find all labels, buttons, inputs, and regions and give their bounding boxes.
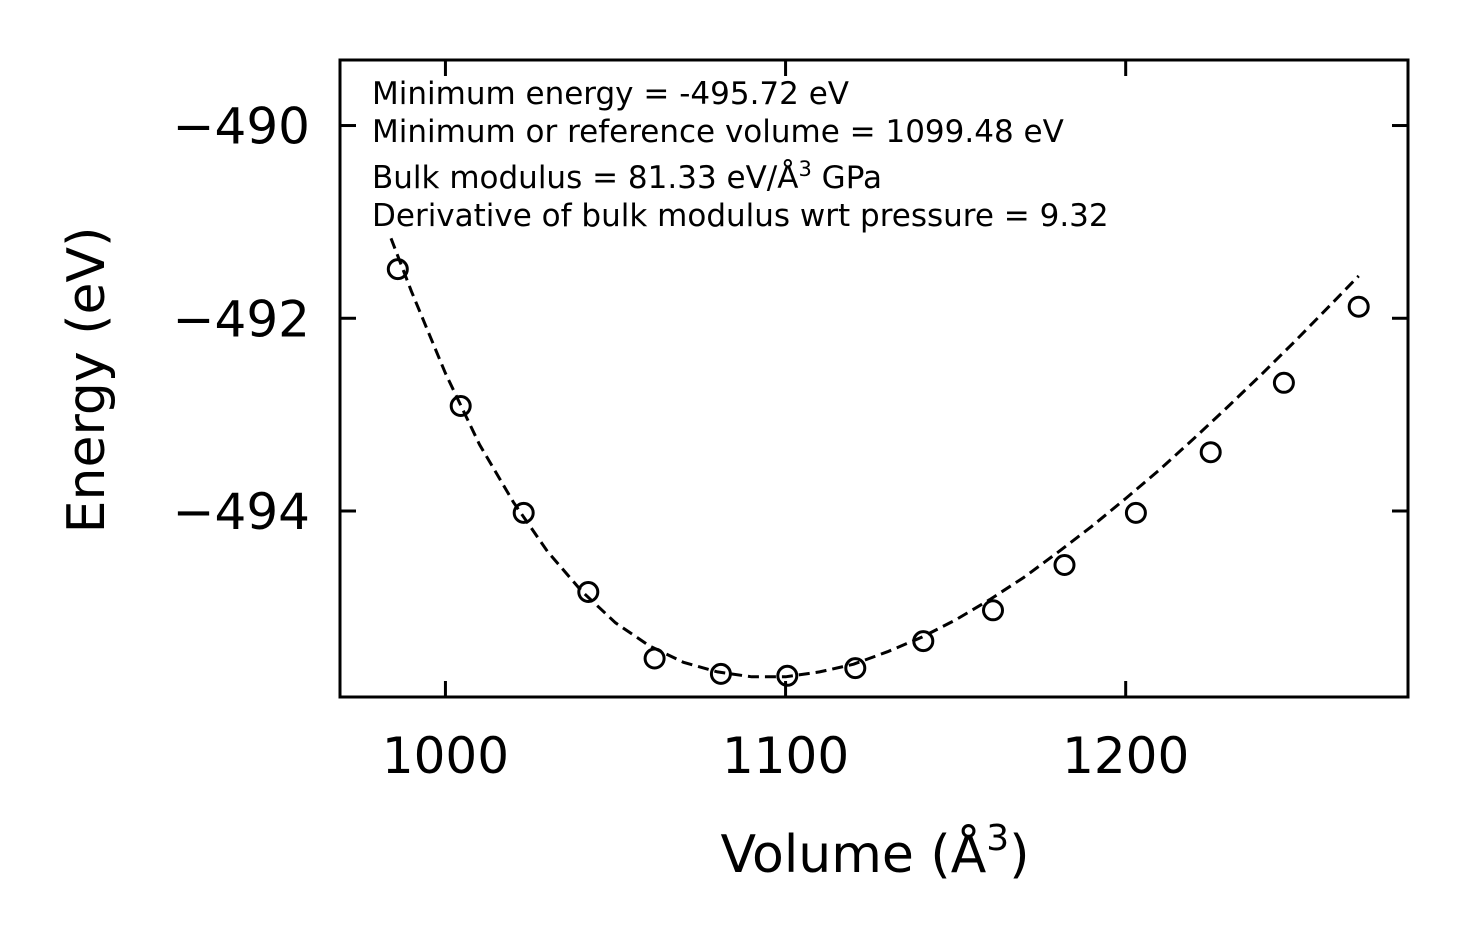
data-point-6 [709, 662, 732, 685]
x-tick-label-1100: 1100 [722, 727, 849, 785]
data-point-10 [982, 599, 1004, 622]
data-point-9 [912, 630, 935, 653]
annotation-bulk-modulus-end: GPa [812, 160, 882, 196]
data-point-11 [1053, 554, 1076, 576]
data-point-13 [1199, 441, 1222, 464]
y-tick-label-1: −492 [173, 290, 310, 348]
x-axis-label: Volume (Å3) [721, 818, 1030, 885]
x-axis-label-sup: 3 [986, 818, 1009, 859]
annotation-min-volume: Minimum or reference volume = 1099.48 eV [372, 114, 1064, 150]
data-point-5 [643, 647, 666, 670]
data-layer [386, 237, 1370, 687]
plot-frame [338, 58, 1410, 699]
data-point-14 [1272, 371, 1295, 394]
y-axis-label: Energy (eV) [57, 227, 117, 534]
x-axis: 1000 1100 1200 [382, 60, 1189, 785]
data-point-15 [1347, 295, 1370, 318]
data-point-3 [512, 501, 535, 524]
x-axis-label-end: ) [1009, 825, 1029, 885]
data-point-12 [1124, 501, 1147, 524]
annotation-bulk-modulus-sup: 3 [798, 157, 811, 181]
y-axis: −490 −492 −494 [173, 98, 1408, 541]
y-tick-label-0: −490 [173, 98, 310, 156]
data-point-7 [776, 664, 799, 687]
annotation-min-energy: Minimum energy = -495.72 eV [372, 76, 849, 112]
data-point-8 [844, 657, 867, 680]
y-tick-label-2: −494 [173, 483, 310, 541]
annotation-block: Minimum energy = -495.72 eV Minimum or r… [372, 76, 1109, 234]
data-point-4 [577, 581, 600, 603]
data-point-2 [449, 395, 472, 417]
x-axis-label-main: Volume (Å [721, 823, 987, 885]
x-tick-label-1200: 1200 [1062, 727, 1189, 785]
data-point-1 [386, 258, 409, 281]
annotation-bulk-derivative: Derivative of bulk modulus wrt pressure … [372, 198, 1109, 234]
fit-curve [389, 237, 1360, 679]
x-tick-label-1000: 1000 [382, 727, 509, 785]
annotation-bulk-modulus-main: Bulk modulus = 81.33 eV/Å [372, 160, 798, 196]
annotation-bulk-modulus: Bulk modulus = 81.33 eV/Å3 GPa [372, 157, 882, 196]
